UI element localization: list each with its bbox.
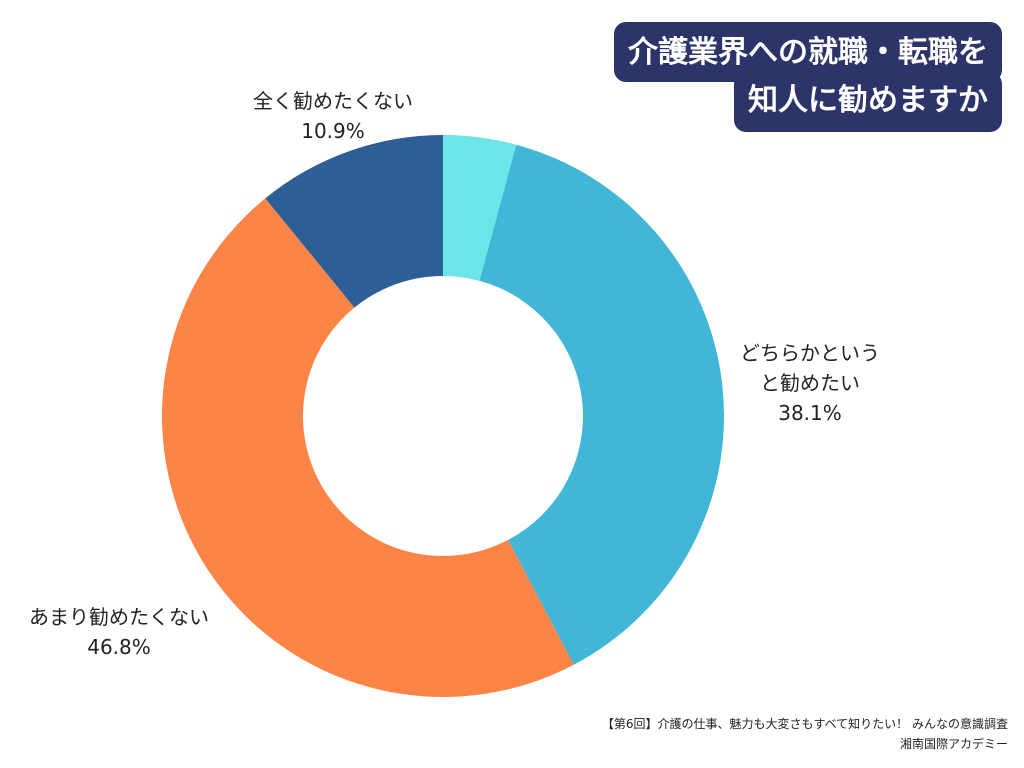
slice-label-zenku-value: 10.9% xyxy=(301,119,365,143)
slice-amari xyxy=(162,198,574,697)
slice-zenku xyxy=(265,135,443,308)
slice-label-dochiraka-text-2: と勧めたい xyxy=(760,371,860,395)
slice-label-zenku: 全く勧めたくない 10.9% xyxy=(223,86,443,146)
slice-small xyxy=(443,135,517,281)
slice-label-amari-value: 46.8% xyxy=(87,635,151,659)
source-line-2: 湘南国際アカデミー xyxy=(899,737,1008,751)
source-line-1: 【第6回】介護の仕事、魅力も大変さもすべて知りたい！ みんなの意識調査 xyxy=(601,717,1008,731)
slice-label-dochiraka: どちらかという と勧めたい 38.1% xyxy=(720,338,900,428)
chart-title-line-1: 介護業界への就職・転職を xyxy=(614,22,1002,82)
slice-label-dochiraka-value: 38.1% xyxy=(778,401,842,425)
slice-label-dochiraka-text-1: どちらかという xyxy=(740,341,880,365)
slice-label-amari-text: あまり勧めたくない xyxy=(29,605,209,629)
slice-dochiraka xyxy=(479,144,724,665)
source-note: 【第6回】介護の仕事、魅力も大変さもすべて知りたい！ みんなの意識調査 湘南国際… xyxy=(602,714,1008,754)
chart-title-line-2: 知人に勧めますか xyxy=(734,72,1002,132)
slice-label-amari: あまり勧めたくない 46.8% xyxy=(4,602,234,662)
slice-label-zenku-text: 全く勧めたくない xyxy=(253,89,413,113)
